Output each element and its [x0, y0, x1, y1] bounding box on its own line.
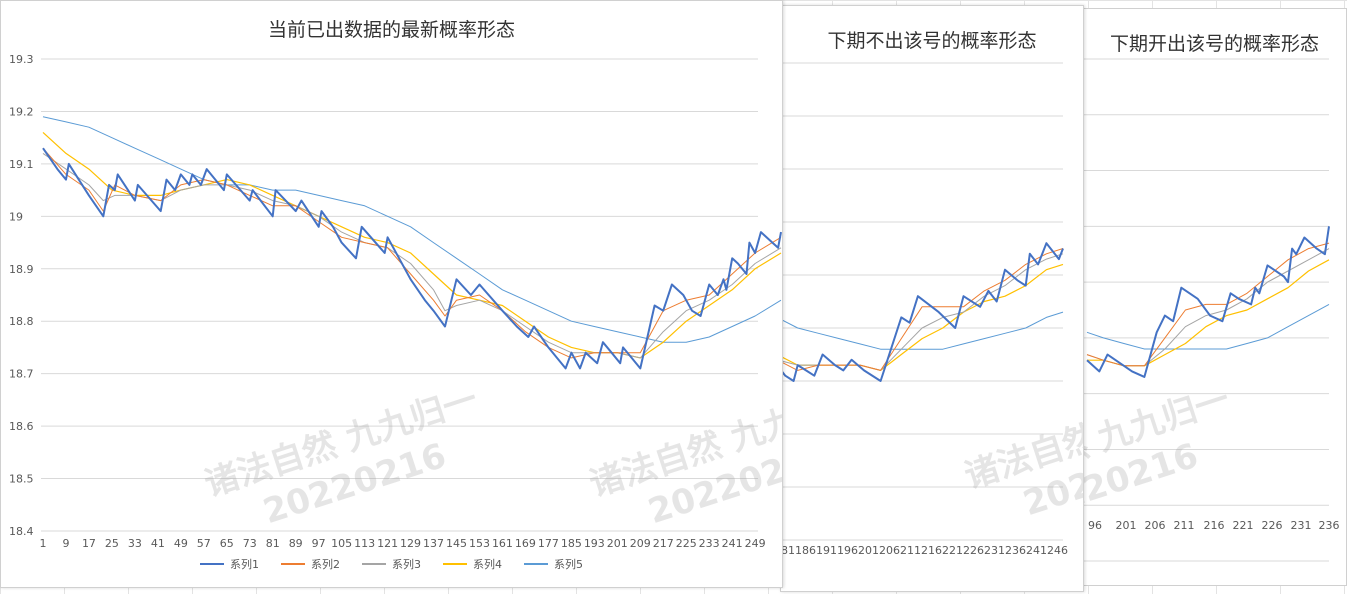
x-tick-label: 17 [82, 537, 96, 550]
x-tick-label: 96 [1088, 519, 1102, 532]
x-tick-label: 217 [653, 537, 674, 550]
x-tick-label: 226 [1262, 519, 1283, 532]
y-tick-label: 18.7 [9, 368, 34, 381]
x-tick-label: 241 [722, 537, 743, 550]
x-tick-label: 145 [446, 537, 467, 550]
x-tick-label: 153 [469, 537, 490, 550]
series-line-1 [42, 147, 782, 370]
legend-swatch [524, 563, 548, 565]
y-tick-label: 18.6 [9, 420, 34, 433]
y-tick-label: 18.5 [9, 473, 34, 486]
series-line-3 [42, 152, 782, 359]
legend-label: 系列3 [392, 558, 421, 571]
x-tick-label: 236 [1319, 519, 1340, 532]
chart-title: 下期开出该号的概率形态 [1109, 33, 1319, 55]
x-tick-label: 8118619119620120621121622122623123624124… [781, 544, 1068, 557]
x-tick-label: 89 [289, 537, 303, 550]
x-tick-label: 231 [1291, 519, 1312, 532]
x-tick-label: 9 [62, 537, 69, 550]
x-tick-label: 185 [561, 537, 582, 550]
legend-item: 系列1 [200, 556, 259, 572]
series-line-5 [781, 311, 1064, 350]
legend-swatch [443, 563, 467, 565]
x-tick-label: 201 [607, 537, 628, 550]
legend-label: 系列1 [230, 558, 259, 571]
chart-legend: 系列1 系列2 系列3 系列4 系列5 [1, 556, 782, 572]
series-line-4 [42, 131, 782, 359]
chart-panel-next-miss[interactable]: 下期不出该号的概率形态 8118619119620120621121622122… [780, 5, 1084, 592]
legend-item: 系列2 [281, 556, 340, 572]
x-tick-label: 33 [128, 537, 142, 550]
x-tick-label: 169 [515, 537, 536, 550]
x-tick-label: 233 [699, 537, 720, 550]
y-tick-label: 18.8 [9, 315, 34, 328]
x-tick-label: 177 [538, 537, 559, 550]
series-line-1 [1086, 226, 1330, 378]
series-line-2 [781, 248, 1064, 371]
legend-swatch [281, 563, 305, 565]
series-line-3 [1086, 248, 1330, 367]
legend-label: 系列5 [554, 558, 583, 571]
series-line-3 [781, 253, 1064, 371]
x-tick-label: 209 [630, 537, 651, 550]
series-line-2 [42, 147, 782, 359]
x-tick-label: 161 [492, 537, 513, 550]
x-tick-label: 249 [745, 537, 766, 550]
legend-label: 系列2 [311, 558, 340, 571]
x-tick-label: 25 [105, 537, 119, 550]
x-tick-label: 201 [1116, 519, 1137, 532]
x-tick-label: 105 [331, 537, 352, 550]
chart-panel-next-hit[interactable]: 下期开出该号的概率形态 9620120621121622122623123624… [1082, 8, 1347, 586]
legend-swatch [200, 563, 224, 565]
x-tick-label: 97 [312, 537, 326, 550]
series-line-5 [42, 116, 782, 343]
legend-item: 系列4 [443, 556, 502, 572]
x-tick-label: 193 [584, 537, 605, 550]
x-tick-label: 216 [1204, 519, 1225, 532]
x-tick-label: 211 [1174, 519, 1195, 532]
y-tick-label: 19.2 [9, 105, 34, 118]
legend-item: 系列5 [524, 556, 583, 572]
series-line-2 [1086, 242, 1330, 367]
x-tick-label: 206 [1145, 519, 1166, 532]
x-tick-label: 129 [400, 537, 421, 550]
x-tick-label: 41 [151, 537, 165, 550]
x-tick-label: 65 [220, 537, 234, 550]
y-tick-label: 19.1 [9, 158, 34, 171]
line-chart-next-miss: 8118619119620120621121622122623123624124… [781, 62, 1068, 557]
chart-panel-current[interactable]: 当前已出数据的最新概率形态 19.3 19.2 19.1 19 18.9 18.8 18.7… [0, 0, 783, 588]
legend-label: 系列4 [473, 558, 502, 571]
chart-title: 下期不出该号的概率形态 [827, 30, 1037, 52]
x-tick-label: 225 [676, 537, 697, 550]
y-tick-label: 19 [9, 210, 23, 223]
legend-swatch [362, 563, 386, 565]
x-tick-label: 121 [377, 537, 398, 550]
x-tick-label: 137 [423, 537, 444, 550]
x-tick-label: 221 [1233, 519, 1254, 532]
y-tick-label: 19.3 [9, 53, 34, 66]
series-line-1 [781, 242, 1064, 382]
series-line-5 [1086, 303, 1330, 350]
x-tick-label: 113 [354, 537, 375, 550]
x-tick-label: 57 [197, 537, 211, 550]
y-tick-label: 18.9 [9, 263, 34, 276]
x-tick-label: 49 [174, 537, 188, 550]
x-tick-label: 1 [40, 537, 47, 550]
y-tick-label: 18.4 [9, 525, 34, 538]
x-tick-label: 81 [266, 537, 280, 550]
x-tick-label: 73 [243, 537, 257, 550]
chart-title: 当前已出数据的最新概率形态 [267, 19, 515, 41]
line-chart-next-hit: 96201206211216221226231236241246 [1083, 58, 1340, 562]
legend-item: 系列3 [362, 556, 421, 572]
